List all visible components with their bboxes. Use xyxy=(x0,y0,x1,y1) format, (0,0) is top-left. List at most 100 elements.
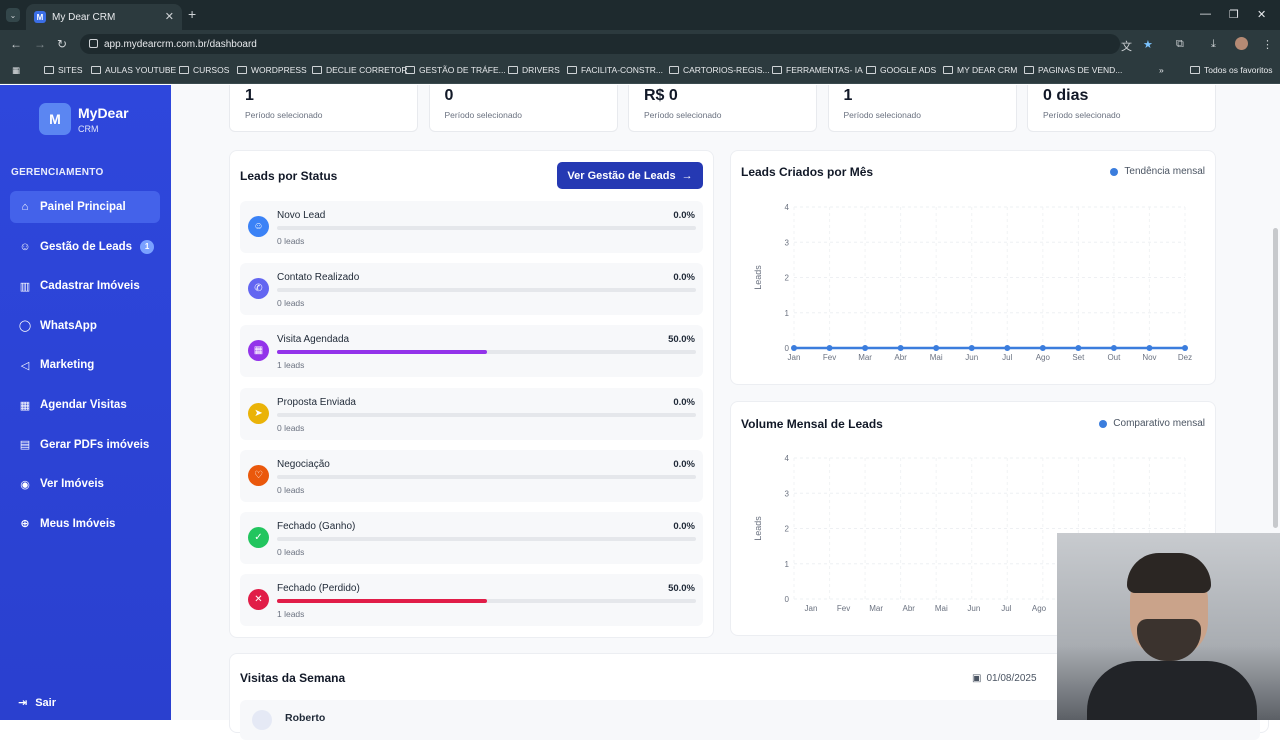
download-icon[interactable]: ⤓ xyxy=(1211,38,1216,50)
status-row[interactable]: ✓ Fechado (Ganho) 0.0% 0 leads xyxy=(240,512,703,564)
status-row[interactable]: ☺ Novo Lead 0.0% 0 leads xyxy=(240,201,703,253)
status-row[interactable]: ▦ Visita Agendada 50.0% 1 leads xyxy=(240,325,703,378)
tab-search-icon[interactable]: ⌄ xyxy=(6,8,20,22)
status-count: 0 leads xyxy=(277,547,305,557)
site-info-icon[interactable] xyxy=(89,39,98,48)
view-leads-button[interactable]: Ver Gestão de Leads → xyxy=(557,162,703,189)
status-row[interactable]: ♡ Negociação 0.0% 0 leads xyxy=(240,449,703,502)
sidebar-item-marketing[interactable]: ◁ Marketing xyxy=(10,349,160,381)
bookmark-item[interactable]: SITES xyxy=(44,65,83,75)
restore-icon[interactable]: ❐ xyxy=(1229,9,1239,21)
arrow-right-icon: → xyxy=(681,169,693,182)
status-percent: 50.0% xyxy=(668,334,695,346)
profile-avatar[interactable] xyxy=(1235,37,1248,50)
stat-card: 1 Período selecionado xyxy=(827,85,1017,132)
chart1-svg: 0 1 2 3 4 Leads Jan Fev Mar Abr Mai Jun Jul Ago Set Out… xyxy=(753,203,1192,362)
sidebar-item-painel-principal[interactable]: ⌂ Painel Principal xyxy=(10,191,160,223)
status-percent: 0.0% xyxy=(673,272,695,284)
all-bookmarks[interactable]: Todos os favoritos xyxy=(1190,65,1273,75)
visits-date-label: 01/08/2025 xyxy=(986,673,1037,684)
data-point xyxy=(826,345,833,351)
calendar-icon: ▦ xyxy=(248,340,269,362)
stat-value: 1 xyxy=(245,87,254,104)
bookmark-item[interactable]: MY DEAR CRM xyxy=(943,65,1017,75)
y-axis-label: Leads xyxy=(753,516,763,541)
bookmark-label: GOOGLE ADS xyxy=(880,65,937,75)
bookmark-label: PAGINAS DE VEND... xyxy=(1038,65,1123,75)
stat-value: 1 xyxy=(843,87,853,104)
building-icon: ▥ xyxy=(19,280,31,293)
bookmark-item[interactable]: WORDPRESS xyxy=(237,65,307,75)
sidebar-item-label: Painel Principal xyxy=(40,201,126,213)
status-percent: 0.0% xyxy=(673,521,695,532)
status-percent: 0.0% xyxy=(673,458,695,470)
status-name: Visita Agendada xyxy=(277,334,350,346)
stat-value: 0 dias xyxy=(1043,87,1089,104)
status-row[interactable]: ✕ Fechado (Perdido) 50.0% 1 leads xyxy=(240,574,703,627)
status-progress xyxy=(277,537,696,541)
stat-value: 0 xyxy=(444,87,454,104)
bookmark-item[interactable]: AULAS YOUTUBE xyxy=(91,65,176,75)
sidebar-item-gerar-pdfs-im-veis[interactable]: ▤ Gerar PDFs imóveis xyxy=(10,429,160,461)
bookmark-item[interactable]: CARTORIOS-REGIS... xyxy=(669,65,770,75)
bookmark-item[interactable]: DECLIE CORRETOR xyxy=(312,65,408,75)
forward-icon[interactable]: → xyxy=(34,37,46,51)
bookmark-item[interactable]: GESTÃO DE TRÁFE... xyxy=(405,65,506,75)
menu-icon[interactable]: ⋮ xyxy=(1262,39,1273,51)
status-progress-fill xyxy=(277,599,487,604)
sidebar-item-meus-im-veis[interactable]: ⊕ Meus Imóveis xyxy=(10,508,160,540)
visit-name: Roberto xyxy=(285,712,326,724)
bookmark-label: GESTÃO DE TRÁFE... xyxy=(419,65,506,75)
bookmark-item[interactable]: GOOGLE ADS xyxy=(866,65,936,75)
megaphone-icon: ◁ xyxy=(20,359,30,372)
logout-icon: ⇥ xyxy=(18,697,28,709)
status-row[interactable]: ✆ Contato Realizado 0.0% 0 leads xyxy=(240,263,703,316)
star-icon[interactable]: ★ xyxy=(1143,39,1153,51)
browser-tab[interactable]: M My Dear CRM ✕ xyxy=(26,4,182,30)
folder-icon xyxy=(508,66,518,74)
visits-title: Visitas da Semana xyxy=(240,671,346,685)
x-tick-label: Abr xyxy=(902,604,915,613)
translate-icon[interactable]: 文 xyxy=(1121,41,1132,53)
bookmark-item[interactable]: DRIVERS xyxy=(508,65,560,75)
bookmark-item[interactable]: FERRAMENTAS- IA xyxy=(772,65,863,75)
data-point xyxy=(1146,345,1153,351)
x-circle-icon: ✕ xyxy=(248,589,269,611)
status-row[interactable]: ➤ Proposta Enviada 0.0% 0 leads xyxy=(240,387,703,440)
bookmark-item[interactable]: FACILITA-CONSTR... xyxy=(567,65,663,75)
apps-icon[interactable]: ▦ xyxy=(12,65,21,75)
new-tab-icon[interactable]: + xyxy=(188,6,197,22)
scrollbar[interactable] xyxy=(1273,228,1278,528)
sidebar-item-ver-im-veis[interactable]: ◉ Ver Imóveis xyxy=(10,468,160,500)
folder-icon xyxy=(866,66,876,74)
y-axis-label: Leads xyxy=(753,265,763,290)
status-progress xyxy=(277,412,696,417)
x-tick-label: Jan xyxy=(805,604,818,613)
sidebar-item-label: Marketing xyxy=(40,359,95,372)
bookmark-item[interactable]: PAGINAS DE VEND... xyxy=(1024,65,1122,75)
minimize-icon[interactable]: — xyxy=(1200,8,1211,20)
stat-card: 1 Período selecionado xyxy=(229,85,418,132)
x-tick-label: Fev xyxy=(837,604,850,613)
data-point xyxy=(1039,345,1046,351)
more-bookmarks-icon[interactable]: » xyxy=(1159,65,1164,75)
sidebar-item-gest-o-de-leads[interactable]: ☺ Gestão de Leads 1 xyxy=(10,231,160,263)
sidebar-item-cadastrar-im-veis[interactable]: ▥ Cadastrar Imóveis xyxy=(10,270,160,302)
visits-date[interactable]: ▣ 01/08/2025 xyxy=(972,673,1037,684)
reload-icon[interactable]: ↻ xyxy=(57,37,68,51)
send-icon: ➤ xyxy=(248,402,269,424)
close-tab-icon[interactable]: ✕ xyxy=(164,11,174,23)
extensions-icon[interactable]: ⧉ xyxy=(1176,38,1184,50)
back-icon[interactable]: ← xyxy=(10,37,22,51)
legend-dot xyxy=(1099,419,1108,428)
status-count: 0 leads xyxy=(277,422,305,433)
sidebar-item-whatsapp[interactable]: ◯ WhatsApp xyxy=(10,310,160,342)
x-tick-label: Set xyxy=(1072,353,1085,362)
sidebar-item-agendar-visitas[interactable]: ▦ Agendar Visitas xyxy=(10,389,160,421)
url-field[interactable]: app.mydearcrm.com.br/dashboard xyxy=(80,34,1120,54)
bookmark-item[interactable]: CURSOS xyxy=(179,65,229,75)
logout-button[interactable]: ⇥ Sair xyxy=(18,696,56,710)
x-tick-label: Jun xyxy=(965,353,978,362)
close-window-icon[interactable]: ✕ xyxy=(1257,9,1267,21)
calendar-icon: ▦ xyxy=(19,399,31,412)
